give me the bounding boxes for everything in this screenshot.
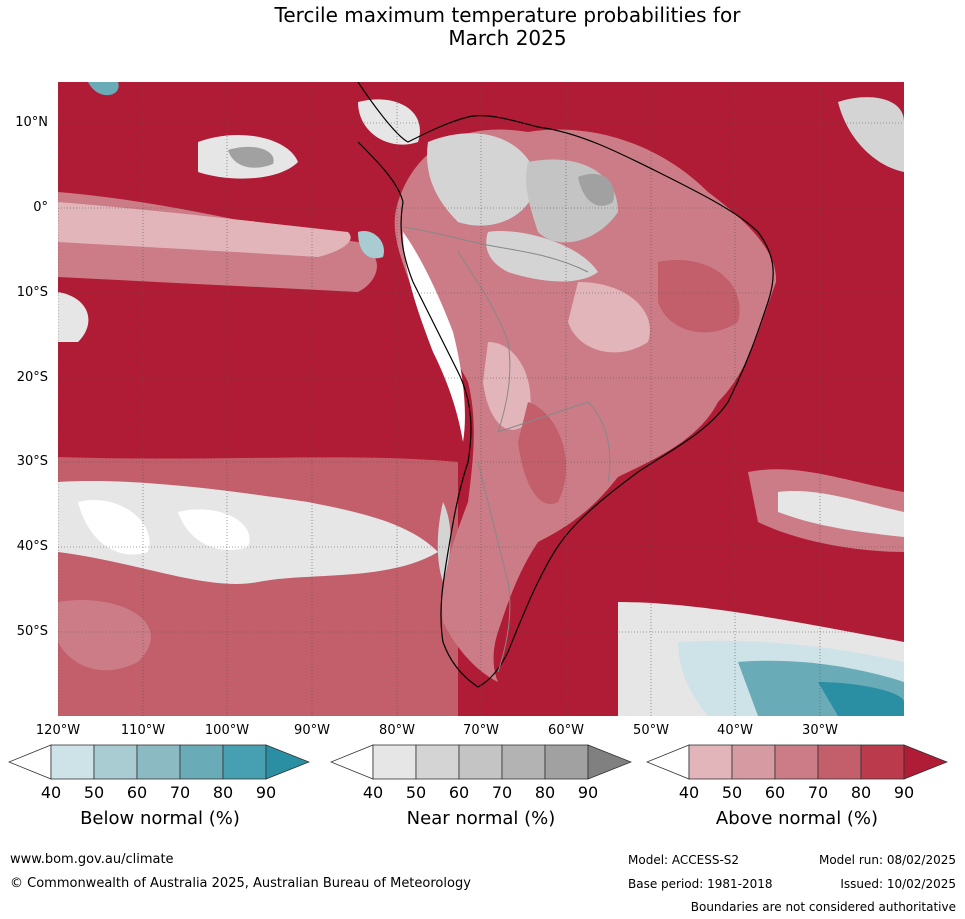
lon-label-60w: 60°W	[548, 723, 584, 738]
colorbar-tick-label: 90	[577, 783, 599, 802]
lon-label-80w: 80°W	[379, 723, 415, 738]
lat-label-0: 0°	[33, 200, 48, 215]
above-normal-colorbar	[646, 744, 948, 780]
colorbar-segment	[179, 744, 224, 780]
colorbar-segment	[458, 744, 503, 780]
lon-label-30w: 30°W	[802, 723, 838, 738]
lon-label-110w: 110°W	[120, 723, 166, 738]
model-text: Model: ACCESS-S2	[628, 853, 740, 867]
colorbar-segment	[817, 744, 862, 780]
title-line-2: March 2025	[448, 26, 567, 50]
colorbar-extend-high	[265, 744, 310, 780]
colorbar-tick-label: 60	[126, 783, 148, 802]
colorbar-tick-label: 80	[212, 783, 234, 802]
map-title: Tercile maximum temperature probabilitie…	[0, 4, 965, 50]
colorbar-tick-label: 70	[807, 783, 829, 802]
lon-label-70w: 70°W	[463, 723, 499, 738]
near-normal-colorbar	[330, 744, 632, 780]
colorbar-segment	[415, 744, 460, 780]
colorbar-extend-low	[8, 744, 52, 780]
probability-map	[58, 82, 904, 716]
map-canvas	[58, 82, 904, 716]
colorbar-segment	[501, 744, 546, 780]
lat-label-10n: 10°N	[15, 115, 48, 130]
lat-label-10s: 10°S	[16, 285, 48, 300]
colorbar-extend-low	[646, 744, 690, 780]
below-normal-title: Below normal (%)	[80, 808, 240, 829]
lon-label-50w: 50°W	[633, 723, 669, 738]
colorbar-tick-label: 40	[362, 783, 384, 802]
colorbar-tick-label: 50	[83, 783, 105, 802]
colorbar-segment	[136, 744, 181, 780]
issued-text: Issued: 10/02/2025	[840, 877, 956, 891]
colorbar-tick-label: 60	[764, 783, 786, 802]
below-normal-colorbar	[8, 744, 310, 780]
near-normal-title: Near normal (%)	[406, 808, 556, 829]
colorbar-tick-label: 40	[678, 783, 700, 802]
model-run-text: Model run: 08/02/2025	[818, 853, 956, 867]
colorbar-segment	[731, 744, 776, 780]
lon-label-120w: 120°W	[35, 723, 81, 738]
lat-label-50s: 50°S	[16, 624, 48, 639]
colorbar-tick-label: 60	[448, 783, 470, 802]
colorbar-segment	[688, 744, 733, 780]
colorbar-segment	[774, 744, 819, 780]
colorbar-segment	[372, 744, 417, 780]
copyright-text: © Commonwealth of Australia 2025, Austra…	[10, 876, 471, 891]
colorbar-tick-label: 70	[169, 783, 191, 802]
disclaimer-text: Boundaries are not considered authoritat…	[690, 900, 956, 914]
lon-label-40w: 40°W	[717, 723, 753, 738]
lon-label-100w: 100°W	[204, 723, 250, 738]
colorbar-segment	[50, 744, 95, 780]
colorbar-tick-label: 50	[721, 783, 743, 802]
website-text: www.bom.gov.au/climate	[10, 852, 174, 867]
colorbar-extend-high	[587, 744, 632, 780]
base-period-text: Base period: 1981-2018	[628, 877, 773, 891]
lat-label-20s: 20°S	[16, 370, 48, 385]
colorbar-tick-label: 90	[255, 783, 277, 802]
colorbar-extend-high	[903, 744, 948, 780]
colorbar-tick-label: 80	[534, 783, 556, 802]
above-normal-title: Above normal (%)	[715, 808, 879, 829]
title-line-1: Tercile maximum temperature probabilitie…	[274, 3, 741, 27]
colorbar-tick-label: 70	[491, 783, 513, 802]
colorbar-tick-label: 80	[850, 783, 872, 802]
lat-label-40s: 40°S	[16, 539, 48, 554]
colorbar-segment	[222, 744, 267, 780]
lon-label-90w: 90°W	[294, 723, 330, 738]
colorbar-extend-low	[330, 744, 374, 780]
colorbar-segment	[544, 744, 589, 780]
colorbar-segment	[860, 744, 905, 780]
colorbar-tick-label: 40	[40, 783, 62, 802]
colorbar-segment	[93, 744, 138, 780]
colorbar-tick-label: 90	[893, 783, 915, 802]
colorbar-tick-label: 50	[405, 783, 427, 802]
lat-label-30s: 30°S	[16, 454, 48, 469]
